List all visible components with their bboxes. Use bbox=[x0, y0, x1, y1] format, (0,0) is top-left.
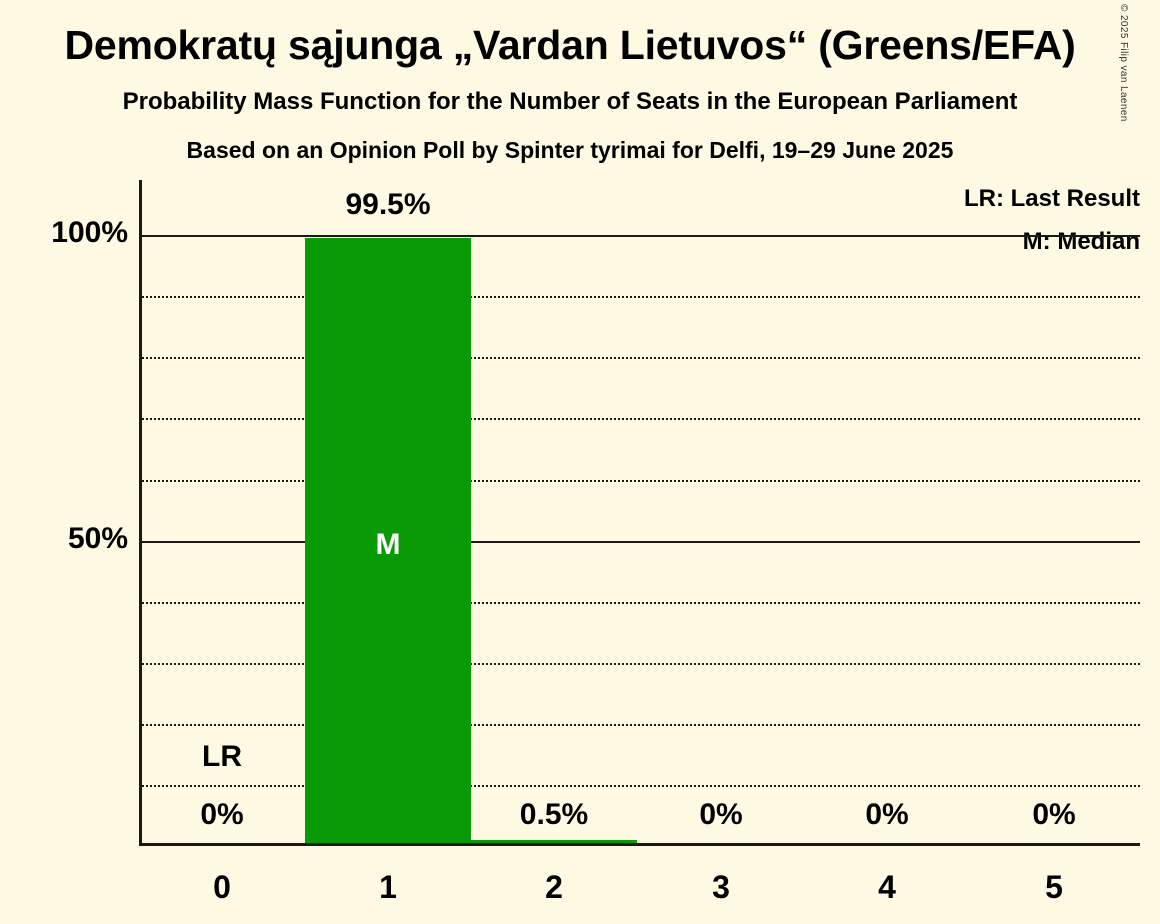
y-axis-line bbox=[139, 180, 142, 846]
median-marker: M bbox=[375, 528, 401, 561]
value-label-seat-0: 0% bbox=[200, 798, 244, 831]
chart-source-note: Based on an Opinion Poll by Spinter tyri… bbox=[186, 137, 954, 163]
x-tick-label-2: 2 bbox=[545, 869, 563, 905]
last-result-marker: LR bbox=[202, 740, 242, 773]
gridline-100 bbox=[139, 235, 1140, 237]
gridline-60 bbox=[139, 480, 1140, 482]
gridline-40 bbox=[139, 602, 1140, 604]
legend-last-result: LR: Last Result bbox=[963, 185, 1140, 212]
value-label-seat-2: 0.5% bbox=[519, 798, 589, 831]
bar-seat-2[interactable] bbox=[471, 840, 637, 843]
chart-subtitle: Probability Mass Function for the Number… bbox=[122, 88, 1018, 115]
copyright-notice: © 2025 Filip van Laenen bbox=[1118, 4, 1129, 122]
gridline-10 bbox=[139, 785, 1140, 787]
gridline-70 bbox=[139, 418, 1140, 420]
x-tick-label-5: 5 bbox=[1045, 869, 1063, 905]
value-label-seat-1: 99.5% bbox=[345, 188, 431, 221]
gridline-80 bbox=[139, 357, 1140, 359]
plot-area: M bbox=[139, 180, 1140, 846]
x-tick-label-4: 4 bbox=[878, 869, 896, 905]
value-label-seat-4: 0% bbox=[865, 798, 909, 831]
page-title: Demokratų sąjunga „Vardan Lietuvos“ (Gre… bbox=[64, 22, 1076, 68]
y-tick-label-50: 50% bbox=[67, 522, 128, 555]
x-tick-label-1: 1 bbox=[379, 869, 397, 905]
gridline-50 bbox=[139, 541, 1140, 543]
x-tick-label-0: 0 bbox=[213, 869, 231, 905]
gridline-30 bbox=[139, 663, 1140, 665]
legend-median: M: Median bbox=[1022, 228, 1140, 255]
x-tick-label-3: 3 bbox=[712, 869, 730, 905]
gridline-20 bbox=[139, 724, 1140, 726]
gridline-90 bbox=[139, 296, 1140, 298]
value-label-seat-5: 0% bbox=[1032, 798, 1076, 831]
value-label-seat-3: 0% bbox=[699, 798, 743, 831]
x-axis-line bbox=[139, 843, 1140, 846]
y-tick-label-100: 100% bbox=[51, 216, 128, 249]
bar-seat-1[interactable] bbox=[305, 238, 471, 843]
